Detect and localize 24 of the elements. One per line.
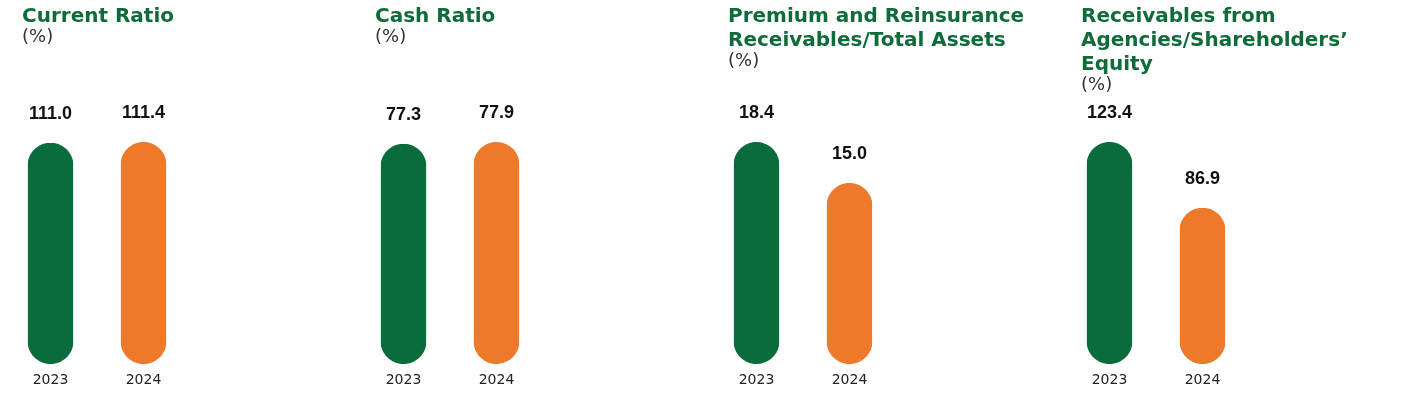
x-tick-label: 2024 bbox=[831, 370, 868, 387]
chart-subtitle: (%) bbox=[22, 25, 54, 46]
x-tick-label: 2023 bbox=[32, 370, 69, 387]
x-tick-label: 2023 bbox=[1091, 370, 1128, 387]
x-tick-label: 2024 bbox=[125, 370, 162, 387]
data-label: 123.4 bbox=[1086, 102, 1133, 122]
x-tick-label: 2024 bbox=[1184, 370, 1221, 387]
chart-title: Premium and Reinsurance Receivables/Total Assets bbox=[728, 3, 1025, 51]
chart-title: Cash Ratio bbox=[375, 3, 496, 27]
x-tick-label: 2024 bbox=[478, 370, 515, 387]
data-label: 111.0 bbox=[28, 102, 73, 123]
chart-title: Current Ratio bbox=[22, 3, 175, 27]
data-label: 15.0 bbox=[831, 143, 868, 164]
x-tick-label: 2023 bbox=[738, 370, 775, 387]
data-label: 77.3 bbox=[385, 103, 422, 124]
data-label: 86.9 bbox=[1184, 167, 1221, 188]
x-tick-label: 2023 bbox=[385, 370, 422, 387]
chart-title: Receivables from Agencies/Shareholders’ Equity bbox=[1081, 3, 1348, 75]
chart-subtitle: (%) bbox=[728, 49, 760, 70]
data-label: 77.9 bbox=[478, 102, 515, 122]
data-label: 111.4 bbox=[121, 102, 166, 122]
chart-subtitle: (%) bbox=[375, 25, 407, 46]
data-label: 18.4 bbox=[738, 102, 775, 122]
chart-subtitle: (%) bbox=[1081, 73, 1113, 94]
